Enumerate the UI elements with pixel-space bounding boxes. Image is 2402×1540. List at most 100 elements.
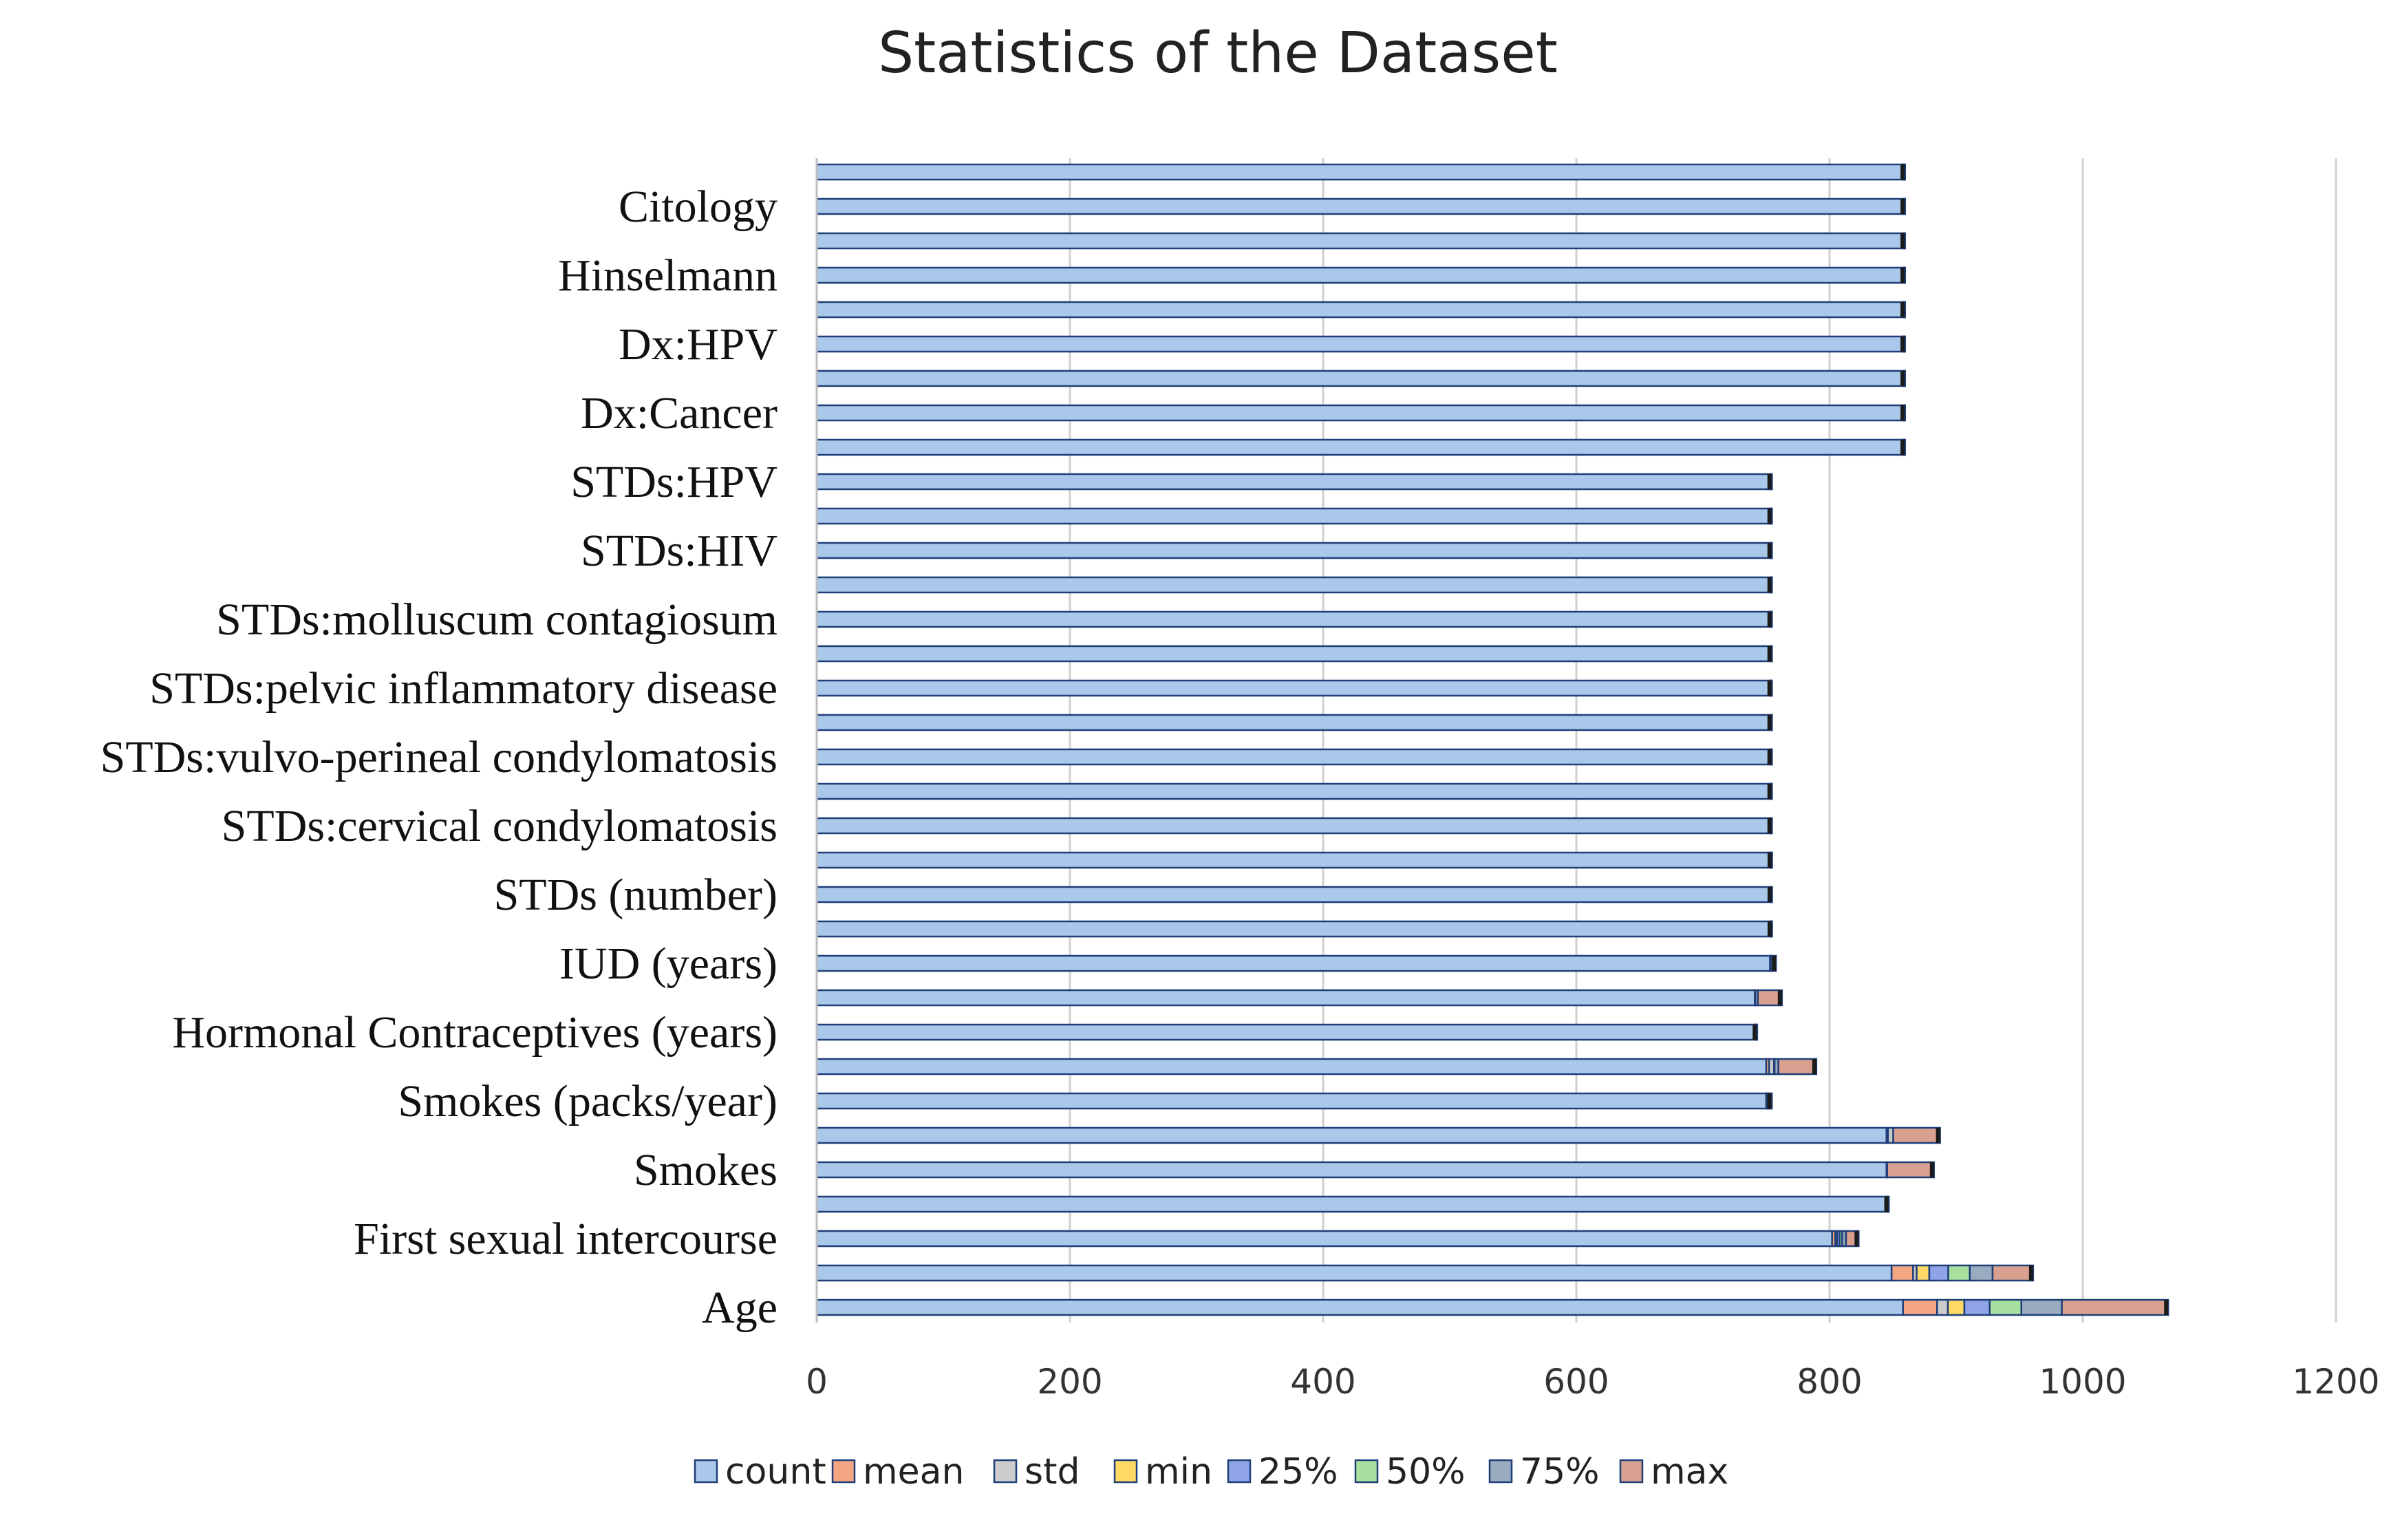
bar-end-cap [2028, 1265, 2033, 1281]
bar-end-cap [1900, 336, 1905, 352]
bar-end-cap [1767, 1093, 1772, 1109]
bar-end-cap [1767, 715, 1772, 730]
bar-segment-count [815, 1126, 1888, 1144]
bar-segment-count [815, 1264, 1893, 1282]
bar-segment-count [815, 886, 1771, 903]
legend-swatch-mean [831, 1459, 856, 1484]
bar-segment-count [815, 266, 1904, 284]
bar-end-cap [1884, 1197, 1889, 1212]
bar-end-cap [1900, 405, 1905, 420]
bar-end-cap [1772, 956, 1777, 971]
bar-segment-25pct [1963, 1298, 1991, 1316]
bar-end-cap [1900, 440, 1905, 455]
y-category-label: STDs:pelvic inflammatory disease [149, 663, 778, 714]
y-category-label: Dx:Cancer [581, 388, 778, 438]
bar-segment-75pct [1969, 1264, 1994, 1282]
bar-segment-count [815, 1023, 1756, 1041]
bar-end-cap [2164, 1300, 2169, 1315]
x-axis-tick-labels: 0 200 400 600 800 1000 1200 [806, 1362, 2380, 1402]
bar-segment-25pct [1928, 1264, 1949, 1282]
x-tick-label: 600 [1543, 1362, 1609, 1402]
bar-segment-count [815, 1058, 1768, 1076]
y-category-label: Smokes (packs/year) [398, 1076, 778, 1126]
bar-end-cap [1767, 577, 1772, 592]
bar-end-cap [1767, 818, 1772, 833]
bar-segment-count [815, 438, 1904, 456]
bar-segment-50pct [1988, 1298, 2023, 1316]
bar-segment-count [815, 1161, 1888, 1179]
bar-segment-min [1947, 1298, 1966, 1316]
y-category-label: IUD (years) [559, 939, 778, 989]
y-category-label: Dx:HPV [619, 319, 778, 370]
bar-segment-count [815, 645, 1771, 663]
y-category-label: STDs:HIV [581, 526, 778, 576]
x-tick-label: 0 [806, 1362, 828, 1402]
bar-segment-max [1777, 1058, 1818, 1076]
x-tick-label: 1200 [2292, 1362, 2379, 1402]
bar-segment-count [815, 1230, 1833, 1248]
y-category-label: STDs:HPV [570, 457, 778, 507]
bar-end-cap [1767, 784, 1772, 799]
x-tick-label: 200 [1037, 1362, 1102, 1402]
legend-label: 25% [1258, 1451, 1338, 1493]
bar-end-cap [1900, 302, 1905, 317]
bar-segment-std [1936, 1298, 1949, 1316]
legend-label: std [1025, 1451, 1080, 1493]
bar-segment-max [2061, 1298, 2169, 1316]
bar-segment-mean [1902, 1298, 1938, 1316]
bar-segment-max [1886, 1161, 1935, 1179]
bar-segment-mean [1890, 1264, 1914, 1282]
bar-segment-count [815, 301, 1904, 319]
y-category-label: Smokes [634, 1145, 778, 1195]
bar-segment-count [815, 163, 1904, 181]
legend-swatch-count [694, 1459, 718, 1484]
bar-segment-count [815, 404, 1904, 422]
legend-label: count [725, 1451, 826, 1493]
legend-label: max [1651, 1451, 1728, 1493]
bar-segment-count [815, 954, 1771, 972]
y-axis-labels: Citology Hinselmann Dx:HPV Dx:Cancer STDs:HP… [100, 182, 778, 1333]
y-category-label: STDs:molluscum contagiosum [216, 595, 778, 645]
bar-end-cap [1767, 543, 1772, 558]
bar-end-cap [1900, 371, 1905, 386]
y-category-label: STDs (number) [494, 870, 778, 920]
bar-end-cap [1900, 164, 1905, 180]
legend-swatch-min [1113, 1459, 1138, 1484]
bar-end-cap [1900, 233, 1905, 248]
legend-swatch-25pct [1227, 1459, 1252, 1484]
bar-segment-count [815, 851, 1771, 869]
bar-segment-max [1991, 1264, 2035, 1282]
bar-end-cap [1767, 646, 1772, 661]
bar-segment-count [815, 817, 1771, 835]
bar-end-cap [1752, 1025, 1757, 1040]
y-category-label: STDs:cervical condylomatosis [222, 801, 778, 851]
bar-segment-count [815, 232, 1904, 250]
bar-end-cap [1900, 199, 1905, 214]
y-category-label: STDs:vulvo-perineal condylomatosis [100, 732, 778, 782]
bar-segment-min [1916, 1264, 1931, 1282]
bar-end-cap [1812, 1059, 1816, 1074]
bar-segment-count [815, 507, 1771, 525]
bar-segment-count [815, 576, 1771, 594]
bar-end-cap [1777, 990, 1782, 1005]
bar-end-cap [1767, 921, 1772, 937]
bar-end-cap [1767, 749, 1772, 764]
y-category-label: Citology [619, 182, 778, 232]
y-category-label: Hinselmann [558, 250, 778, 301]
bar-end-cap [1767, 853, 1772, 868]
legend-swatch-max [1619, 1459, 1644, 1484]
y-category-label: Age [702, 1283, 778, 1333]
bar-segment-count [815, 1195, 1888, 1213]
bar-segment-50pct [1947, 1264, 1971, 1282]
bar-segment-count [815, 989, 1756, 1007]
bar-segment-75pct [2020, 1298, 2063, 1316]
bar-end-cap [1767, 887, 1772, 902]
bar-segment-count [815, 1092, 1768, 1110]
bar-end-cap [1900, 268, 1905, 283]
bar-segment-count [815, 542, 1771, 559]
grid [1069, 158, 2337, 1323]
bar-end-cap [1767, 681, 1772, 696]
legend: count mean std min 25% 50% 75% max [694, 1451, 1728, 1493]
legend-label: 50% [1386, 1451, 1466, 1493]
